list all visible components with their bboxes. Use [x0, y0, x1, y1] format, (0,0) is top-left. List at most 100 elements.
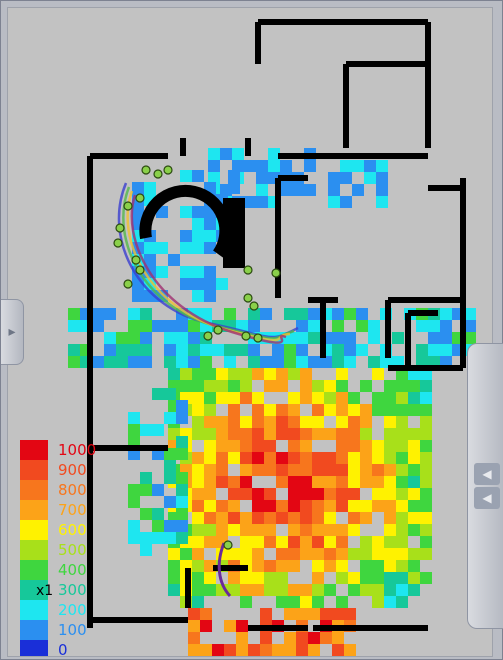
heatmap-cell [240, 584, 252, 596]
heatmap-cell [192, 512, 204, 524]
heatmap-cell [216, 368, 228, 380]
heatmap-cell [180, 206, 192, 218]
heatmap-cell [168, 368, 180, 380]
heatmap-cell [288, 512, 300, 524]
heatmap-cell [396, 536, 408, 548]
chevron-left-icon[interactable]: ◀ [474, 463, 500, 485]
heatmap-cell [228, 380, 240, 392]
heatmap-cell [152, 388, 164, 400]
heatmap-viewport[interactable]: 1000 900 800 700 600 500 400 300 200 100 0 x1 [7, 7, 493, 657]
heatmap-cell [396, 560, 408, 572]
heatmap-cell [240, 416, 252, 428]
legend-row: 1000 [20, 440, 110, 460]
heatmap-cell [168, 584, 180, 596]
heatmap-cell [284, 632, 296, 644]
position-marker [203, 331, 213, 341]
heatmap-cell [408, 548, 420, 560]
heatmap-cell [240, 476, 252, 488]
heatmap-cell [192, 290, 204, 302]
heatmap-cell [288, 560, 300, 572]
heatmap-cell [300, 464, 312, 476]
heatmap-cell [348, 524, 360, 536]
heatmap-cell [104, 356, 116, 368]
heatmap-cell [396, 464, 408, 476]
heatmap-cell [276, 416, 288, 428]
heatmap-cell [356, 308, 368, 320]
heatmap-cell [180, 278, 192, 290]
heatmap-cell [364, 172, 376, 184]
heatmap-cell [228, 182, 240, 194]
position-marker [153, 169, 163, 179]
heatmap-cell [256, 172, 268, 184]
heatmap-cell [236, 632, 248, 644]
heatmap-cell [368, 356, 380, 368]
heatmap-cell [164, 412, 176, 424]
heatmap-cell [348, 404, 360, 416]
heatmap-cell [428, 320, 440, 332]
heatmap-cell [372, 584, 384, 596]
legend-row: 700 [20, 500, 110, 520]
heatmap-cell [348, 428, 360, 440]
heatmap-cell [264, 380, 276, 392]
heatmap-cell [396, 416, 408, 428]
heatmap-cell [396, 380, 408, 392]
heatmap-cell [384, 512, 396, 524]
heatmap-cell [192, 416, 204, 428]
heatmap-cell [92, 320, 104, 332]
heatmap-cell [140, 544, 152, 556]
heatmap-cell [240, 548, 252, 560]
position-marker [123, 201, 133, 211]
heatmap-cell [176, 472, 188, 484]
right-panel-toggle[interactable]: ◀ ◀ [467, 343, 503, 629]
heatmap-cell [252, 404, 264, 416]
chevron-left-icon[interactable]: ◀ [474, 487, 500, 509]
heatmap-cell [312, 476, 324, 488]
heatmap-cell [420, 572, 432, 584]
heatmap-cell [312, 380, 324, 392]
heatmap-cell [384, 440, 396, 452]
heatmap-cell [240, 380, 252, 392]
heatmap-cell [224, 344, 236, 356]
heatmap-cell [440, 344, 452, 356]
heatmap-cell [204, 428, 216, 440]
heatmap-cell [176, 484, 188, 496]
heatmap-cell [300, 488, 312, 500]
left-panel-toggle[interactable]: ▸ [1, 299, 24, 365]
heatmap-cell [408, 500, 420, 512]
heatmap-cell [344, 332, 356, 344]
heatmap-cell [264, 560, 276, 572]
heatmap-cell [116, 356, 128, 368]
heatmap-canvas[interactable] [8, 8, 492, 656]
heatmap-cell [200, 644, 212, 656]
heatmap-cell [300, 392, 312, 404]
heatmap-cell [204, 392, 216, 404]
position-marker [249, 301, 259, 311]
heatmap-cell [200, 620, 212, 632]
legend-label: 800 [58, 481, 87, 499]
legend-row: 200 [20, 600, 110, 620]
heatmap-cell [228, 572, 240, 584]
heatmap-cell [276, 596, 288, 608]
heatmap-cell [300, 428, 312, 440]
heatmap-cell [312, 488, 324, 500]
heatmap-cell [260, 608, 272, 620]
heatmap-cell [288, 536, 300, 548]
heatmap-cell [164, 356, 176, 368]
heatmap-cell [164, 472, 176, 484]
heatmap-cell [420, 548, 432, 560]
heatmap-cell [208, 172, 220, 184]
heatmap-cell [300, 524, 312, 536]
heatmap-cell [288, 584, 300, 596]
heatmap-cell [192, 560, 204, 572]
heatmap-cell [336, 380, 348, 392]
heatmap-cell [244, 160, 256, 172]
heatmap-cell [320, 632, 332, 644]
heatmap-cell [204, 416, 216, 428]
heatmap-cell [192, 572, 204, 584]
heatmap-cell [360, 452, 372, 464]
heatmap-cell [188, 608, 200, 620]
heatmap-cell [176, 436, 188, 448]
heatmap-cell [252, 572, 264, 584]
heatmap-cell [128, 484, 140, 496]
heatmap-cell [408, 404, 420, 416]
